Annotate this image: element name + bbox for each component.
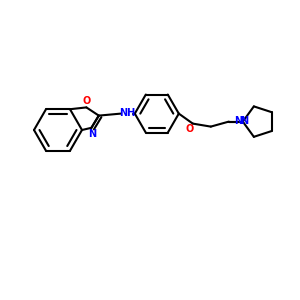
Text: N: N — [240, 116, 248, 126]
Text: N: N — [88, 129, 97, 139]
Text: NH: NH — [119, 108, 135, 118]
Text: N: N — [234, 116, 242, 126]
Text: O: O — [186, 124, 194, 134]
Text: O: O — [82, 96, 91, 106]
